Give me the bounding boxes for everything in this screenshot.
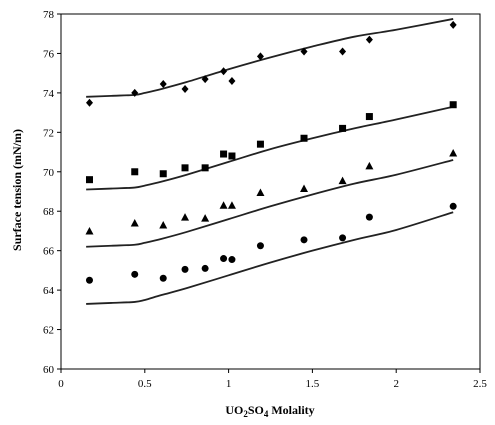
- data-point-square: [449, 101, 457, 109]
- plot-border: [60, 13, 481, 370]
- data-point-triangle: [300, 184, 309, 193]
- x-tick-label: 2: [393, 378, 399, 390]
- data-point-diamond: [85, 98, 93, 107]
- data-point-diamond: [256, 52, 264, 61]
- model-curve-circle: [86, 211, 454, 305]
- data-point-diamond: [365, 35, 373, 44]
- y-axis-title: Surface tension (mN/m): [10, 129, 24, 251]
- data-point-circle: [339, 234, 347, 242]
- data-point-square: [256, 140, 264, 148]
- data-point-circle: [256, 242, 264, 250]
- data-point-square: [228, 152, 236, 160]
- data-point-diamond: [339, 47, 347, 56]
- y-tick-label: 76: [43, 48, 55, 60]
- model-curve-square: [86, 105, 454, 191]
- data-point-circle: [85, 276, 93, 284]
- data-point-diamond: [201, 75, 209, 84]
- x-tick-label: 2.5: [473, 378, 487, 390]
- y-tick-label: 74: [43, 88, 55, 100]
- data-point-square: [300, 134, 308, 142]
- data-point-square: [181, 164, 189, 172]
- data-point-triangle: [130, 219, 139, 227]
- y-tick-label: 68: [43, 206, 55, 218]
- data-point-diamond: [220, 67, 228, 76]
- data-point-triangle: [201, 214, 210, 222]
- model-curves: [86, 18, 454, 305]
- data-point-triangle: [256, 188, 265, 196]
- data-point-circle: [300, 236, 308, 244]
- y-tick-label: 72: [43, 127, 54, 139]
- data-point-circle: [201, 264, 209, 272]
- plot-frame: [60, 13, 481, 370]
- data-point-circle: [181, 265, 189, 273]
- data-point-square: [131, 168, 139, 176]
- data-point-circle: [159, 274, 167, 282]
- data-point-circle: [365, 213, 373, 221]
- data-point-circle: [131, 270, 139, 278]
- model-curve-diamond: [86, 18, 454, 98]
- x-axis-ticks: 0 0.5 1 1.5 2 2.5: [58, 369, 487, 390]
- data-point-triangle: [219, 201, 228, 209]
- data-markers: [85, 20, 458, 284]
- y-tick-label: 78: [43, 9, 55, 21]
- x-axis-title: UO2SO4 Molality: [225, 403, 314, 419]
- x-tick-label: 0: [58, 378, 64, 390]
- data-point-diamond: [228, 77, 236, 86]
- data-point-diamond: [159, 80, 167, 89]
- data-point-triangle: [338, 176, 347, 185]
- x-tick-label: 1.5: [306, 378, 320, 390]
- data-point-triangle: [85, 226, 94, 235]
- y-tick-label: 60: [43, 364, 55, 376]
- x-tick-label: 0.5: [138, 378, 152, 390]
- y-tick-label: 66: [43, 246, 55, 258]
- data-point-circle: [220, 255, 228, 263]
- data-point-square: [85, 176, 93, 184]
- data-point-square: [339, 124, 347, 132]
- data-point-triangle: [159, 221, 168, 229]
- data-point-triangle: [449, 149, 458, 157]
- data-point-diamond: [449, 20, 457, 29]
- x-tick-label: 1: [226, 378, 232, 390]
- data-point-diamond: [131, 88, 139, 97]
- data-point-diamond: [181, 84, 189, 93]
- data-point-square: [365, 113, 373, 121]
- data-point-square: [220, 150, 228, 158]
- data-point-square: [201, 164, 209, 172]
- model-curve-triangle: [86, 159, 454, 248]
- data-point-diamond: [300, 47, 308, 56]
- y-tick-label: 62: [43, 325, 54, 337]
- data-point-circle: [228, 256, 236, 264]
- data-point-square: [159, 170, 167, 178]
- data-point-triangle: [227, 201, 236, 209]
- data-point-triangle: [365, 161, 374, 170]
- data-point-circle: [449, 202, 457, 210]
- y-tick-label: 64: [43, 285, 55, 297]
- y-tick-label: 70: [43, 167, 55, 179]
- y-axis-ticks: 60 62 64 66 68 70 72 74 76 78: [43, 9, 61, 376]
- data-point-triangle: [181, 213, 190, 221]
